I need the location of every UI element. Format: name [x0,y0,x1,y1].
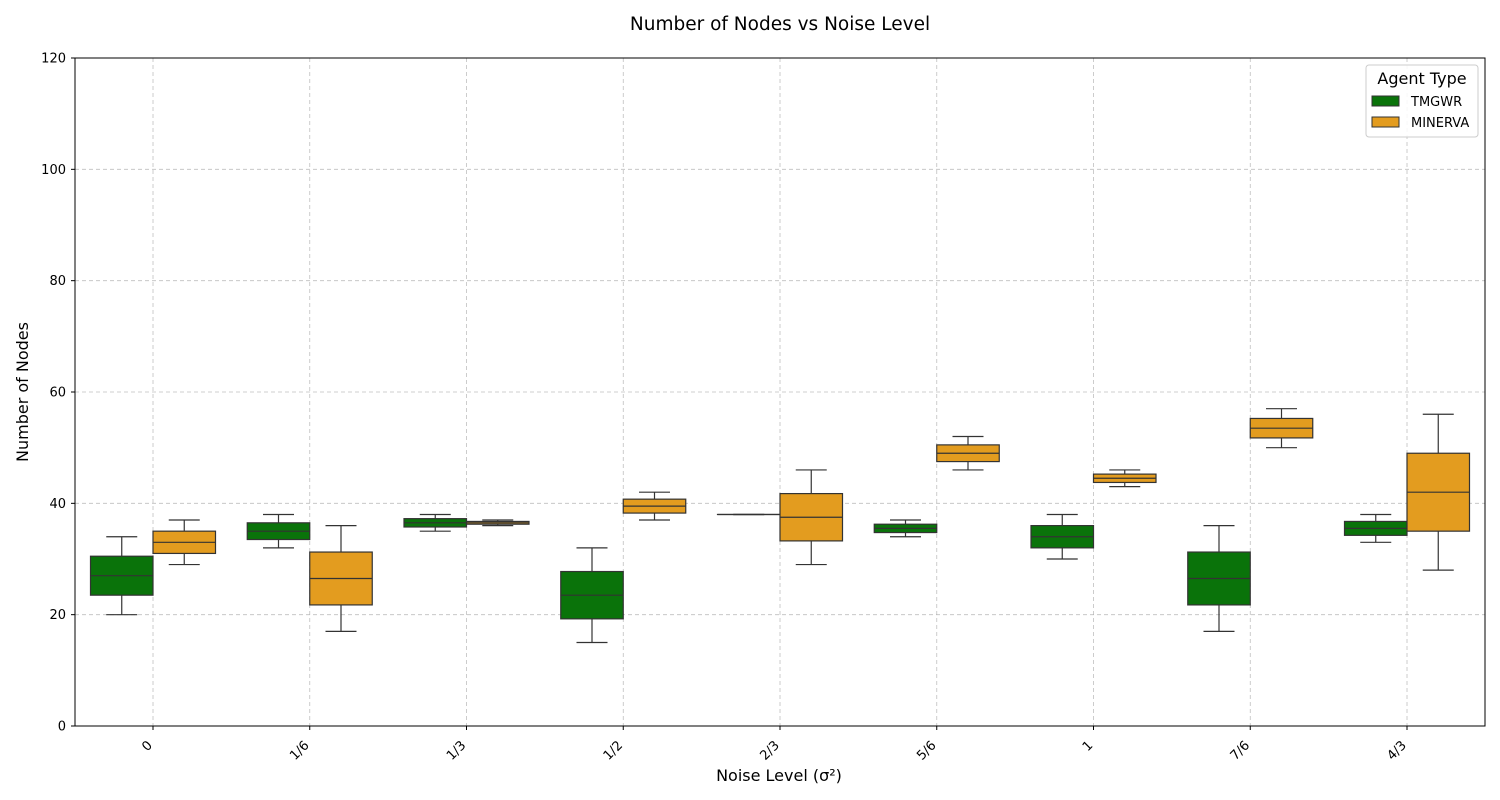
y-axis-title: Number of Nodes [13,322,32,462]
legend: Agent Type TMGWR MINERVA [1365,64,1479,138]
box-tmgwr-5 [873,519,938,538]
box-minerva-6 [1092,469,1157,488]
x-axis-title: Noise Level (σ²) [716,766,842,785]
box-tmgwr-3 [560,547,624,644]
box-minerva-2 [465,519,530,527]
box-tmgwr-7 [1187,524,1251,632]
box-minerva-0 [152,519,217,566]
y-tick-label: 60 [49,386,66,401]
legend-swatch-tmgwr [1371,95,1400,107]
box-minerva-8 [1406,413,1471,571]
box-tmgwr-2 [403,513,468,532]
box-minerva-3 [622,491,687,521]
y-tick-label: 100 [41,163,66,178]
y-tick-label: 80 [49,274,66,289]
y-tick-label: 120 [41,52,66,67]
y-tick-label: 40 [49,497,66,512]
box-minerva-7 [1249,408,1314,449]
legend-title: Agent Type [1377,69,1466,88]
legend-items: TMGWR MINERVA [1371,95,1469,131]
legend-label-tmgwr: TMGWR [1410,95,1462,110]
y-tick-label: 0 [58,720,66,735]
legend-label-minerva: MINERVA [1411,116,1469,131]
box-tmgwr-1 [246,513,311,549]
box-tmgwr-6 [1030,513,1095,560]
box-minerva-5 [936,435,1000,471]
legend-swatch-minerva [1371,116,1400,128]
y-axis-ticks: 0 20 40 60 80 100 120 [41,52,75,735]
chart-title: Number of Nodes vs Noise Level [630,14,930,35]
box-tmgwr-0 [89,536,154,616]
box-tmgwr-8 [1343,513,1408,543]
box-minerva-1 [309,524,373,632]
y-tick-label: 20 [49,608,66,623]
box-plots [89,408,1471,644]
box-minerva-4 [779,469,844,566]
